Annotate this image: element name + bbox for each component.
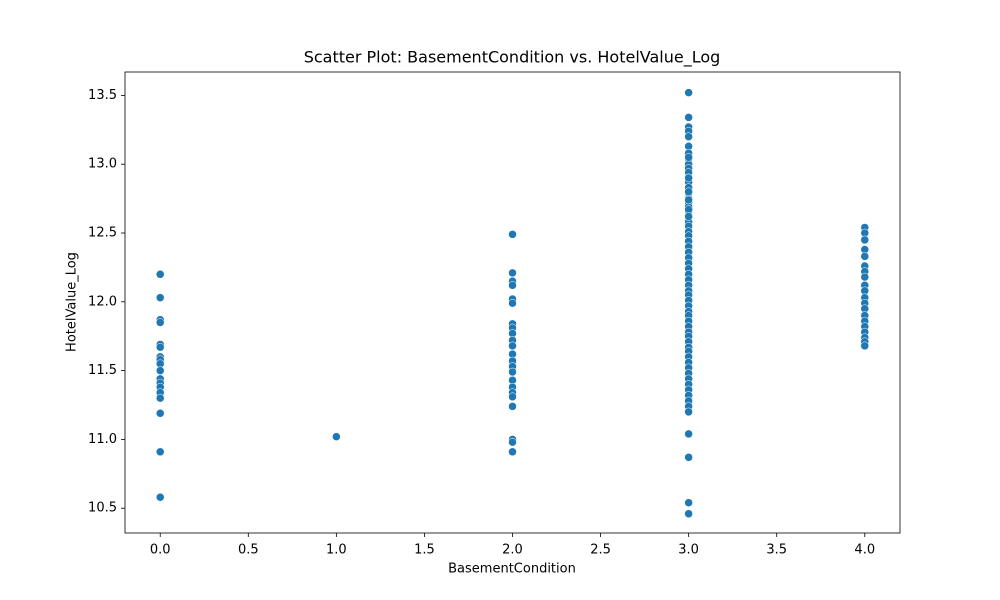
point: [155, 492, 165, 502]
point: [684, 498, 693, 507]
point: [684, 153, 693, 162]
point: [684, 195, 693, 205]
y-tick-label: 10.5: [88, 501, 117, 516]
point: [155, 447, 165, 457]
x-axis-label: BasementCondition: [448, 562, 576, 577]
point: [508, 402, 517, 411]
point: [155, 393, 165, 403]
y-tick-label: 11.5: [88, 363, 117, 378]
y-tick-label: 12.5: [88, 226, 117, 241]
point: [860, 252, 870, 261]
point: [860, 235, 870, 245]
point: [155, 318, 165, 327]
point: [508, 281, 517, 290]
x-tick-label: 2.0: [502, 543, 523, 558]
point: [508, 367, 517, 377]
x-tick-label: 1.5: [414, 543, 435, 558]
y-tick-label: 13.5: [88, 88, 117, 103]
point: [684, 113, 693, 122]
point: [155, 270, 165, 279]
point: [508, 341, 517, 351]
x-tick-label: 0.0: [150, 543, 171, 558]
y-tick-label: 12.0: [88, 294, 117, 309]
point: [684, 429, 693, 439]
point: [508, 447, 517, 457]
y-axis-label: HotelValue_Log: [65, 252, 80, 352]
point: [155, 293, 165, 302]
point: [508, 392, 517, 402]
x-tick-label: 3.0: [678, 543, 699, 558]
y-tick-label: 13.0: [88, 157, 117, 172]
point: [684, 212, 693, 221]
plot-frame: [124, 71, 901, 534]
point: [155, 342, 165, 352]
point: [860, 341, 870, 351]
x-tick-label: 2.5: [590, 543, 611, 558]
x-tick-label: 1.0: [326, 543, 347, 558]
point: [684, 173, 693, 183]
point: [684, 187, 693, 196]
point: [155, 366, 165, 375]
point: [508, 230, 517, 239]
point: [684, 509, 693, 518]
point: [332, 432, 341, 441]
point: [684, 88, 693, 97]
x-tick-label: 0.5: [238, 543, 259, 558]
point: [508, 268, 517, 278]
y-tick-label: 11.0: [88, 432, 117, 447]
x-tick-label: 4.0: [854, 543, 875, 558]
point: [684, 453, 693, 462]
point: [860, 272, 870, 282]
point: [684, 132, 693, 141]
x-tick-label: 3.5: [766, 543, 787, 558]
chart-title: Scatter Plot: BasementCondition vs. Hote…: [304, 48, 721, 68]
point: [508, 298, 517, 308]
point: [508, 437, 517, 447]
point: [684, 407, 693, 417]
point: [155, 409, 165, 418]
